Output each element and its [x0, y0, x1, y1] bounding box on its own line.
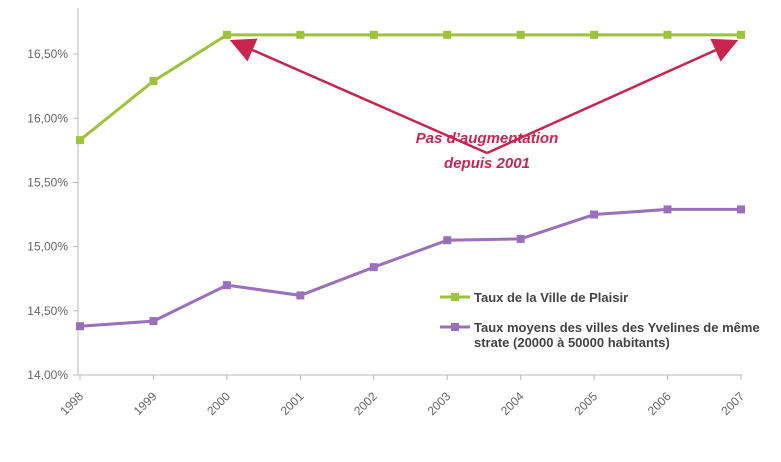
point	[76, 136, 84, 145]
y-tick-label: 15,50%	[27, 175, 68, 189]
point	[222, 281, 231, 290]
point	[663, 30, 672, 39]
annotation: depuis 2001	[444, 155, 530, 172]
point	[516, 30, 525, 39]
x-tick-label: 2007	[718, 389, 747, 418]
y-tick-label: 16,00%	[27, 111, 68, 125]
point	[76, 322, 84, 331]
point	[149, 317, 158, 326]
series-line	[79, 33, 741, 142]
x-tick-label: 2000	[204, 389, 233, 418]
x-tick-label: 2005	[571, 389, 600, 418]
legend-label: Taux moyens des villes des Yvelines de m…	[474, 320, 760, 350]
y-tick-label: 14,00%	[27, 368, 68, 382]
legend-item: Taux de la Ville de Plaisir	[440, 290, 770, 305]
point	[149, 77, 158, 86]
point	[222, 30, 231, 39]
point	[369, 263, 378, 272]
point	[369, 30, 378, 39]
point	[590, 30, 599, 39]
arrow	[486, 38, 739, 155]
point	[663, 205, 672, 214]
point	[590, 210, 599, 219]
x-tick-label: 2001	[278, 389, 307, 418]
x-tick-label: 2002	[351, 389, 380, 418]
x-tick-label: 2004	[498, 389, 527, 418]
y-tick-label: 15,00%	[27, 240, 68, 254]
legend-swatch	[440, 320, 470, 335]
point	[296, 291, 305, 300]
x-tick-label: 2003	[425, 389, 454, 418]
point	[296, 30, 305, 39]
x-tick-label: 1999	[131, 389, 160, 418]
point	[516, 234, 525, 243]
point	[737, 30, 745, 39]
x-tick-label: 1998	[57, 389, 86, 418]
legend-label: Taux de la Ville de Plaisir	[474, 290, 629, 305]
annotation: Pas d’augmentation	[416, 130, 559, 147]
point	[737, 205, 745, 214]
legend-swatch	[440, 290, 470, 305]
legend-item: Taux moyens des villes des Yvelines de m…	[440, 320, 770, 350]
x-tick-label: 2006	[645, 389, 674, 418]
arrow	[229, 38, 488, 155]
y-tick-label: 16,50%	[27, 47, 68, 61]
point	[443, 236, 452, 245]
point	[443, 30, 452, 39]
y-tick-label: 14,50%	[27, 304, 68, 318]
series-line	[79, 207, 741, 328]
